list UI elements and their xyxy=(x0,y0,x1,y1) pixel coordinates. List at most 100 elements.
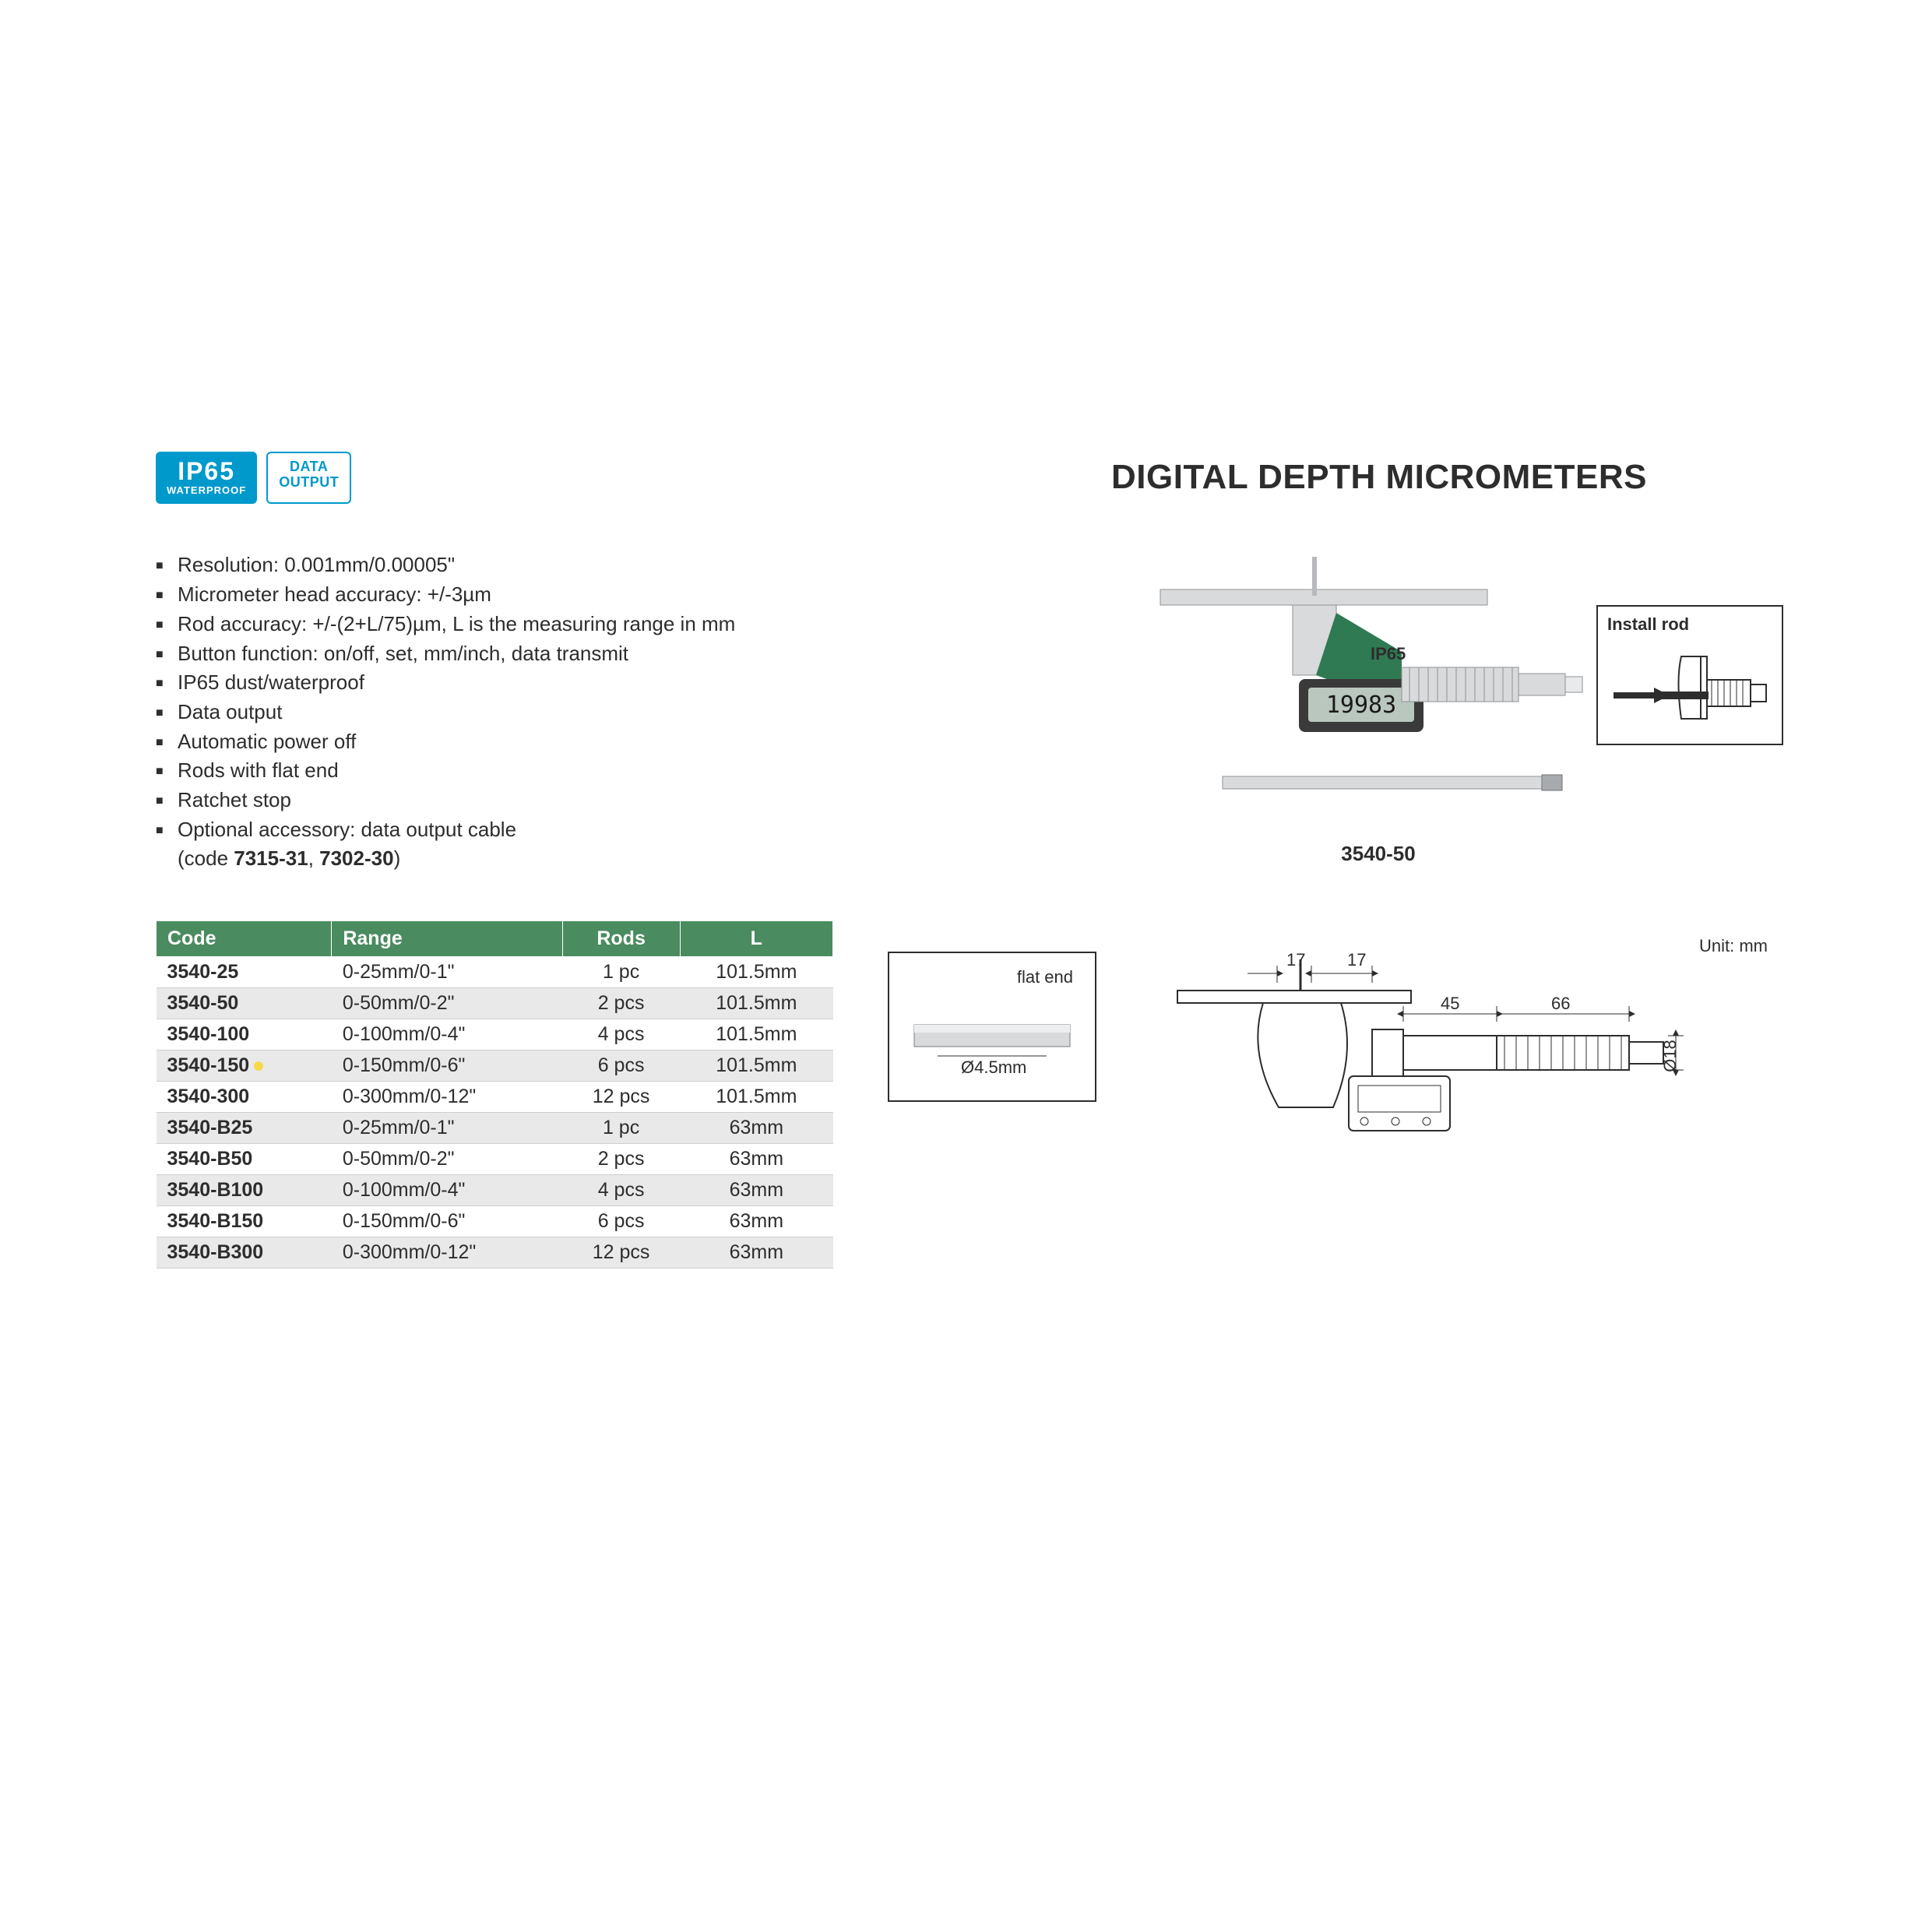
table-header: L xyxy=(680,921,832,957)
table-cell: 63mm xyxy=(680,1175,832,1206)
data-badge-line2: OUTPUT xyxy=(279,475,339,491)
table-cell: 3540-B50 xyxy=(157,1144,332,1175)
table-row: 3540-500-50mm/0-2"2 pcs101.5mm xyxy=(157,988,833,1019)
table-cell: 3540-50 xyxy=(157,988,332,1019)
install-rod-label: Install rod xyxy=(1607,614,1772,635)
table-row: 3540-1000-100mm/0-4"4 pcs101.5mm xyxy=(157,1019,833,1050)
table-cell: 3540-150 xyxy=(157,1050,332,1082)
tech-drawings: Unit: mm flat end Ø4.5mm 17 xyxy=(888,952,1775,1154)
flat-end-box: flat end Ø4.5mm xyxy=(888,952,1096,1102)
badges: IP65 WATERPROOF DATA OUTPUT xyxy=(156,452,351,504)
table-cell: 1 pc xyxy=(562,957,680,988)
table-cell: 0-150mm/0-6" xyxy=(332,1050,562,1082)
table-cell: 0-300mm/0-12" xyxy=(332,1237,562,1269)
product-illustration: IP65 19983 xyxy=(1129,551,1628,831)
table-row: 3540-250-25mm/0-1"1 pc101.5mm xyxy=(157,957,833,988)
table-cell: 6 pcs xyxy=(562,1206,680,1237)
table-cell: 6 pcs xyxy=(562,1050,680,1082)
table-cell: 1 pc xyxy=(562,1113,680,1144)
ip65-badge-small: WATERPROOF xyxy=(167,485,246,496)
table-cell: 63mm xyxy=(680,1237,832,1269)
page-title: DIGITAL DEPTH MICROMETERS xyxy=(1111,458,1647,497)
table-header-row: CodeRangeRodsL xyxy=(157,921,833,957)
ip65-badge-big: IP65 xyxy=(167,458,246,485)
table-cell: 101.5mm xyxy=(680,957,832,988)
bottom-row: CodeRangeRodsL 3540-250-25mm/0-1"1 pc101… xyxy=(156,920,1775,1269)
table-row: 3540-B1500-150mm/0-6"6 pcs63mm xyxy=(157,1206,833,1237)
table-cell: 0-25mm/0-1" xyxy=(332,957,562,988)
table-header: Code xyxy=(157,921,332,957)
table-cell: 63mm xyxy=(680,1144,832,1175)
table-cell: 0-300mm/0-12" xyxy=(332,1082,562,1113)
ip65-badge: IP65 WATERPROOF xyxy=(156,452,257,504)
table-header: Rods xyxy=(562,921,680,957)
table-row: 3540-B250-25mm/0-1"1 pc63mm xyxy=(157,1113,833,1144)
table-cell: 0-50mm/0-2" xyxy=(332,1144,562,1175)
spec-item: Rods with flat end xyxy=(156,756,950,786)
table-cell: 101.5mm xyxy=(680,1050,832,1082)
table-cell: 4 pcs xyxy=(562,1175,680,1206)
top-row: IP65 WATERPROOF DATA OUTPUT DIGITAL DEPT… xyxy=(156,452,1775,504)
spec-item: Button function: on/off, set, mm/inch, d… xyxy=(156,639,950,669)
lcd-value: 19983 xyxy=(1326,692,1396,719)
table-cell: 63mm xyxy=(680,1113,832,1144)
spec-item: Automatic power off xyxy=(156,727,950,757)
table-cell: 3540-B150 xyxy=(157,1206,332,1237)
table-cell: 3540-B100 xyxy=(157,1175,332,1206)
table-row: 3540-B500-50mm/0-2"2 pcs63mm xyxy=(157,1144,833,1175)
spec-item: Optional accessory: data output cable xyxy=(156,815,950,845)
table-cell: 2 pcs xyxy=(562,1144,680,1175)
table-cell: 0-100mm/0-4" xyxy=(332,1019,562,1050)
table-cell: 3540-B300 xyxy=(157,1237,332,1269)
dim-66: 66 xyxy=(1551,994,1570,1013)
install-rod-diagram xyxy=(1607,641,1771,734)
data-output-badge: DATA OUTPUT xyxy=(266,452,351,504)
table-cell: 101.5mm xyxy=(680,1019,832,1050)
unit-label: Unit: mm xyxy=(1699,936,1768,956)
data-badge-line1: DATA xyxy=(279,459,339,475)
table-header: Range xyxy=(332,921,562,957)
table-cell: 3540-300 xyxy=(157,1082,332,1113)
product-ip-label: IP65 xyxy=(1371,644,1406,663)
table-row: 3540-1500-150mm/0-6"6 pcs101.5mm xyxy=(157,1050,833,1082)
table-cell: 101.5mm xyxy=(680,1082,832,1113)
flat-end-dia: Ø4.5mm xyxy=(961,1057,1026,1077)
mid-row: Resolution: 0.001mm/0.00005"Micrometer h… xyxy=(156,551,1775,874)
product-area: IP65 19983 xyxy=(981,551,1775,866)
spec-item: Micrometer head accuracy: +/-3µm xyxy=(156,580,950,610)
table-cell: 12 pcs xyxy=(562,1237,680,1269)
dim-45: 45 xyxy=(1441,994,1459,1013)
dim-t2: 17 xyxy=(1347,952,1366,970)
dimension-drawing: 17 17 xyxy=(1131,952,1691,1154)
table-cell: 3540-B25 xyxy=(157,1113,332,1144)
table-cell: 0-100mm/0-4" xyxy=(332,1175,562,1206)
table-row: 3540-B3000-300mm/0-12"12 pcs63mm xyxy=(157,1237,833,1269)
flat-end-label: flat end xyxy=(906,967,1078,987)
table-cell: 2 pcs xyxy=(562,988,680,1019)
table-cell: 0-150mm/0-6" xyxy=(332,1206,562,1237)
table-row: 3540-3000-300mm/0-12"12 pcs101.5mm xyxy=(157,1082,833,1113)
spec-table: CodeRangeRodsL 3540-250-25mm/0-1"1 pc101… xyxy=(156,920,833,1269)
table-cell: 0-50mm/0-2" xyxy=(332,988,562,1019)
table-cell: 101.5mm xyxy=(680,988,832,1019)
table-cell: 4 pcs xyxy=(562,1019,680,1050)
table-cell: 0-25mm/0-1" xyxy=(332,1113,562,1144)
dim-dia18: Ø18 xyxy=(1660,1040,1680,1072)
spec-item: IP65 dust/waterproof xyxy=(156,668,950,698)
flat-end-diagram: Ø4.5mm xyxy=(906,1001,1078,1087)
table-cell: 3540-100 xyxy=(157,1019,332,1050)
install-rod-box: Install rod xyxy=(1596,605,1783,745)
spec-item: Ratchet stop xyxy=(156,786,950,815)
spec-item: Resolution: 0.001mm/0.00005" xyxy=(156,551,950,580)
table-row: 3540-B1000-100mm/0-4"4 pcs63mm xyxy=(157,1175,833,1206)
spec-item: Rod accuracy: +/-(2+L/75)µm, L is the me… xyxy=(156,610,950,639)
spec-sub: (code 7315-31, 7302-30) xyxy=(156,844,950,874)
product-caption: 3540-50 xyxy=(981,842,1775,866)
dim-t1: 17 xyxy=(1286,952,1305,970)
spec-list: Resolution: 0.001mm/0.00005"Micrometer h… xyxy=(156,551,950,874)
highlight-dot-icon xyxy=(254,1061,263,1071)
datasheet-page: IP65 WATERPROOF DATA OUTPUT DIGITAL DEPT… xyxy=(156,452,1775,1269)
table-cell: 63mm xyxy=(680,1206,832,1237)
spec-item: Data output xyxy=(156,698,950,727)
table-cell: 12 pcs xyxy=(562,1082,680,1113)
